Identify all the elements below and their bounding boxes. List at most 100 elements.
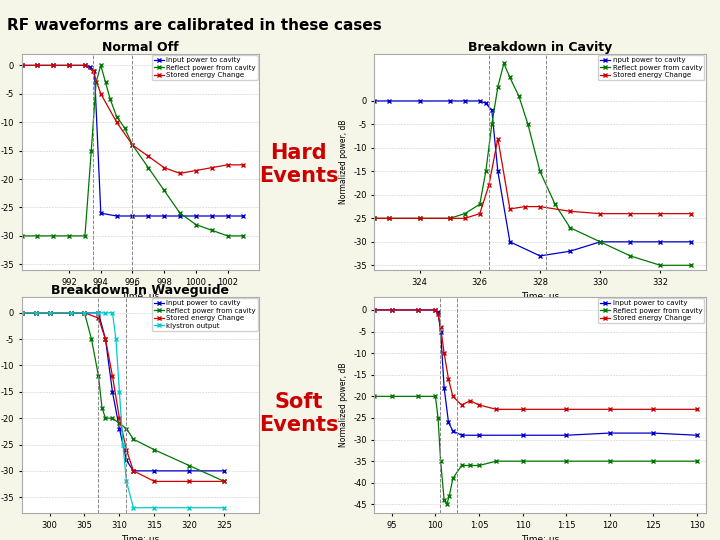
- Reflect power from cavity: [370, 393, 379, 400]
- Line: Stored energy Change: Stored energy Change: [20, 64, 245, 175]
- Stored energy Change: [192, 167, 200, 174]
- Stored energy Change: [33, 62, 42, 69]
- Reflect power from cavity: [81, 233, 89, 239]
- Reflect power from cavity: [440, 497, 449, 503]
- Reflect power from cavity: [80, 309, 89, 316]
- Stored energy Change: [440, 350, 449, 356]
- Input power to cavity: [122, 457, 131, 463]
- Reflect power from cavity: [98, 404, 107, 411]
- Stored energy Change: [370, 215, 379, 221]
- Stored energy Change: [17, 309, 26, 316]
- Reflect power from cavity: [505, 74, 514, 80]
- Reflect power from cavity: [128, 141, 137, 148]
- klystron output: [80, 309, 89, 316]
- Stored energy Change: [444, 376, 453, 382]
- Reflect power from cavity: [45, 309, 54, 316]
- klystron output: [31, 309, 40, 316]
- Reflect power from cavity: [112, 113, 121, 120]
- Stored energy Change: [89, 68, 97, 75]
- Reflect power from cavity: [523, 121, 532, 127]
- Stored energy Change: [466, 397, 474, 404]
- Stored energy Change: [49, 62, 58, 69]
- Reflect power from cavity: [385, 215, 394, 221]
- klystron output: [45, 309, 54, 316]
- Line: klystron output: klystron output: [20, 311, 226, 509]
- Input power to cavity: [66, 309, 75, 316]
- nput power to cavity: [475, 98, 484, 104]
- Input power to cavity: [414, 307, 423, 313]
- Reflect power from cavity: [87, 147, 96, 154]
- Reflect power from cavity: [108, 415, 117, 421]
- Reflect power from cavity: [445, 492, 454, 499]
- Stored energy Change: [223, 161, 232, 168]
- Reflect power from cavity: [160, 187, 168, 194]
- Reflect power from cavity: [176, 210, 184, 217]
- Reflect power from cavity: [596, 239, 605, 245]
- nput power to cavity: [460, 98, 469, 104]
- nput power to cavity: [505, 239, 514, 245]
- Input power to cavity: [96, 210, 105, 217]
- Stored energy Change: [436, 324, 445, 330]
- Stored energy Change: [492, 406, 500, 413]
- Stored energy Change: [485, 182, 493, 188]
- Stored energy Change: [144, 153, 153, 159]
- Reflect power from cavity: [87, 336, 96, 342]
- Stored energy Change: [414, 307, 423, 313]
- nput power to cavity: [482, 100, 490, 106]
- Reflect power from cavity: [536, 168, 544, 174]
- Stored energy Change: [562, 406, 570, 413]
- Stored energy Change: [207, 165, 216, 171]
- Input power to cavity: [474, 432, 483, 438]
- Stored energy Change: [521, 204, 529, 210]
- Reflect power from cavity: [551, 201, 559, 207]
- Reflect power from cavity: [606, 458, 614, 464]
- Stored energy Change: [446, 215, 454, 221]
- nput power to cavity: [446, 98, 454, 104]
- Reflect power from cavity: [220, 478, 228, 484]
- Line: Reflect power from cavity: Reflect power from cavity: [373, 395, 698, 506]
- Input power to cavity: [449, 428, 457, 434]
- Title: Normal Off: Normal Off: [102, 41, 179, 54]
- Input power to cavity: [112, 213, 121, 219]
- Reflect power from cavity: [460, 211, 469, 217]
- Stored energy Change: [475, 211, 484, 217]
- Legend: Input power to cavity, Reflect power from cavity, Stored energy Change, klystron: Input power to cavity, Reflect power fro…: [151, 299, 258, 330]
- Legend: Input power to cavity, Reflect power from cavity, Stored energy Change: Input power to cavity, Reflect power fro…: [151, 56, 258, 80]
- Line: Stored energy Change: Stored energy Change: [373, 308, 698, 411]
- Stored energy Change: [518, 406, 527, 413]
- Input power to cavity: [101, 336, 109, 342]
- Reflect power from cavity: [474, 462, 483, 469]
- Stored energy Change: [239, 161, 248, 168]
- Input power to cavity: [693, 432, 701, 438]
- nput power to cavity: [596, 239, 605, 245]
- Line: Input power to cavity: Input power to cavity: [20, 64, 245, 218]
- Reflect power from cavity: [492, 458, 500, 464]
- Stored energy Change: [566, 208, 575, 214]
- Input power to cavity: [17, 62, 26, 69]
- Input power to cavity: [223, 213, 232, 219]
- Reflect power from cavity: [120, 125, 129, 131]
- Input power to cavity: [649, 430, 657, 436]
- Input power to cavity: [128, 213, 137, 219]
- Title: Breakdown in Cavity: Breakdown in Cavity: [468, 41, 612, 54]
- klystron output: [108, 309, 117, 316]
- Input power to cavity: [239, 213, 248, 219]
- Reflect power from cavity: [101, 415, 109, 421]
- Input power to cavity: [80, 309, 89, 316]
- Stored energy Change: [31, 309, 40, 316]
- Stored energy Change: [80, 309, 89, 316]
- nput power to cavity: [370, 98, 379, 104]
- Input power to cavity: [192, 213, 200, 219]
- Reflect power from cavity: [102, 79, 110, 86]
- Input power to cavity: [440, 384, 449, 391]
- klystron output: [94, 309, 103, 316]
- Stored energy Change: [656, 211, 665, 217]
- Line: Stored energy Change: Stored energy Change: [20, 311, 226, 483]
- Reflect power from cavity: [129, 436, 138, 442]
- Reflect power from cavity: [626, 253, 634, 259]
- Stored energy Change: [536, 204, 544, 210]
- Input power to cavity: [31, 309, 40, 316]
- Line: Input power to cavity: Input power to cavity: [20, 311, 226, 472]
- Reflect power from cavity: [144, 165, 153, 171]
- X-axis label: Time: us: Time: us: [521, 535, 559, 540]
